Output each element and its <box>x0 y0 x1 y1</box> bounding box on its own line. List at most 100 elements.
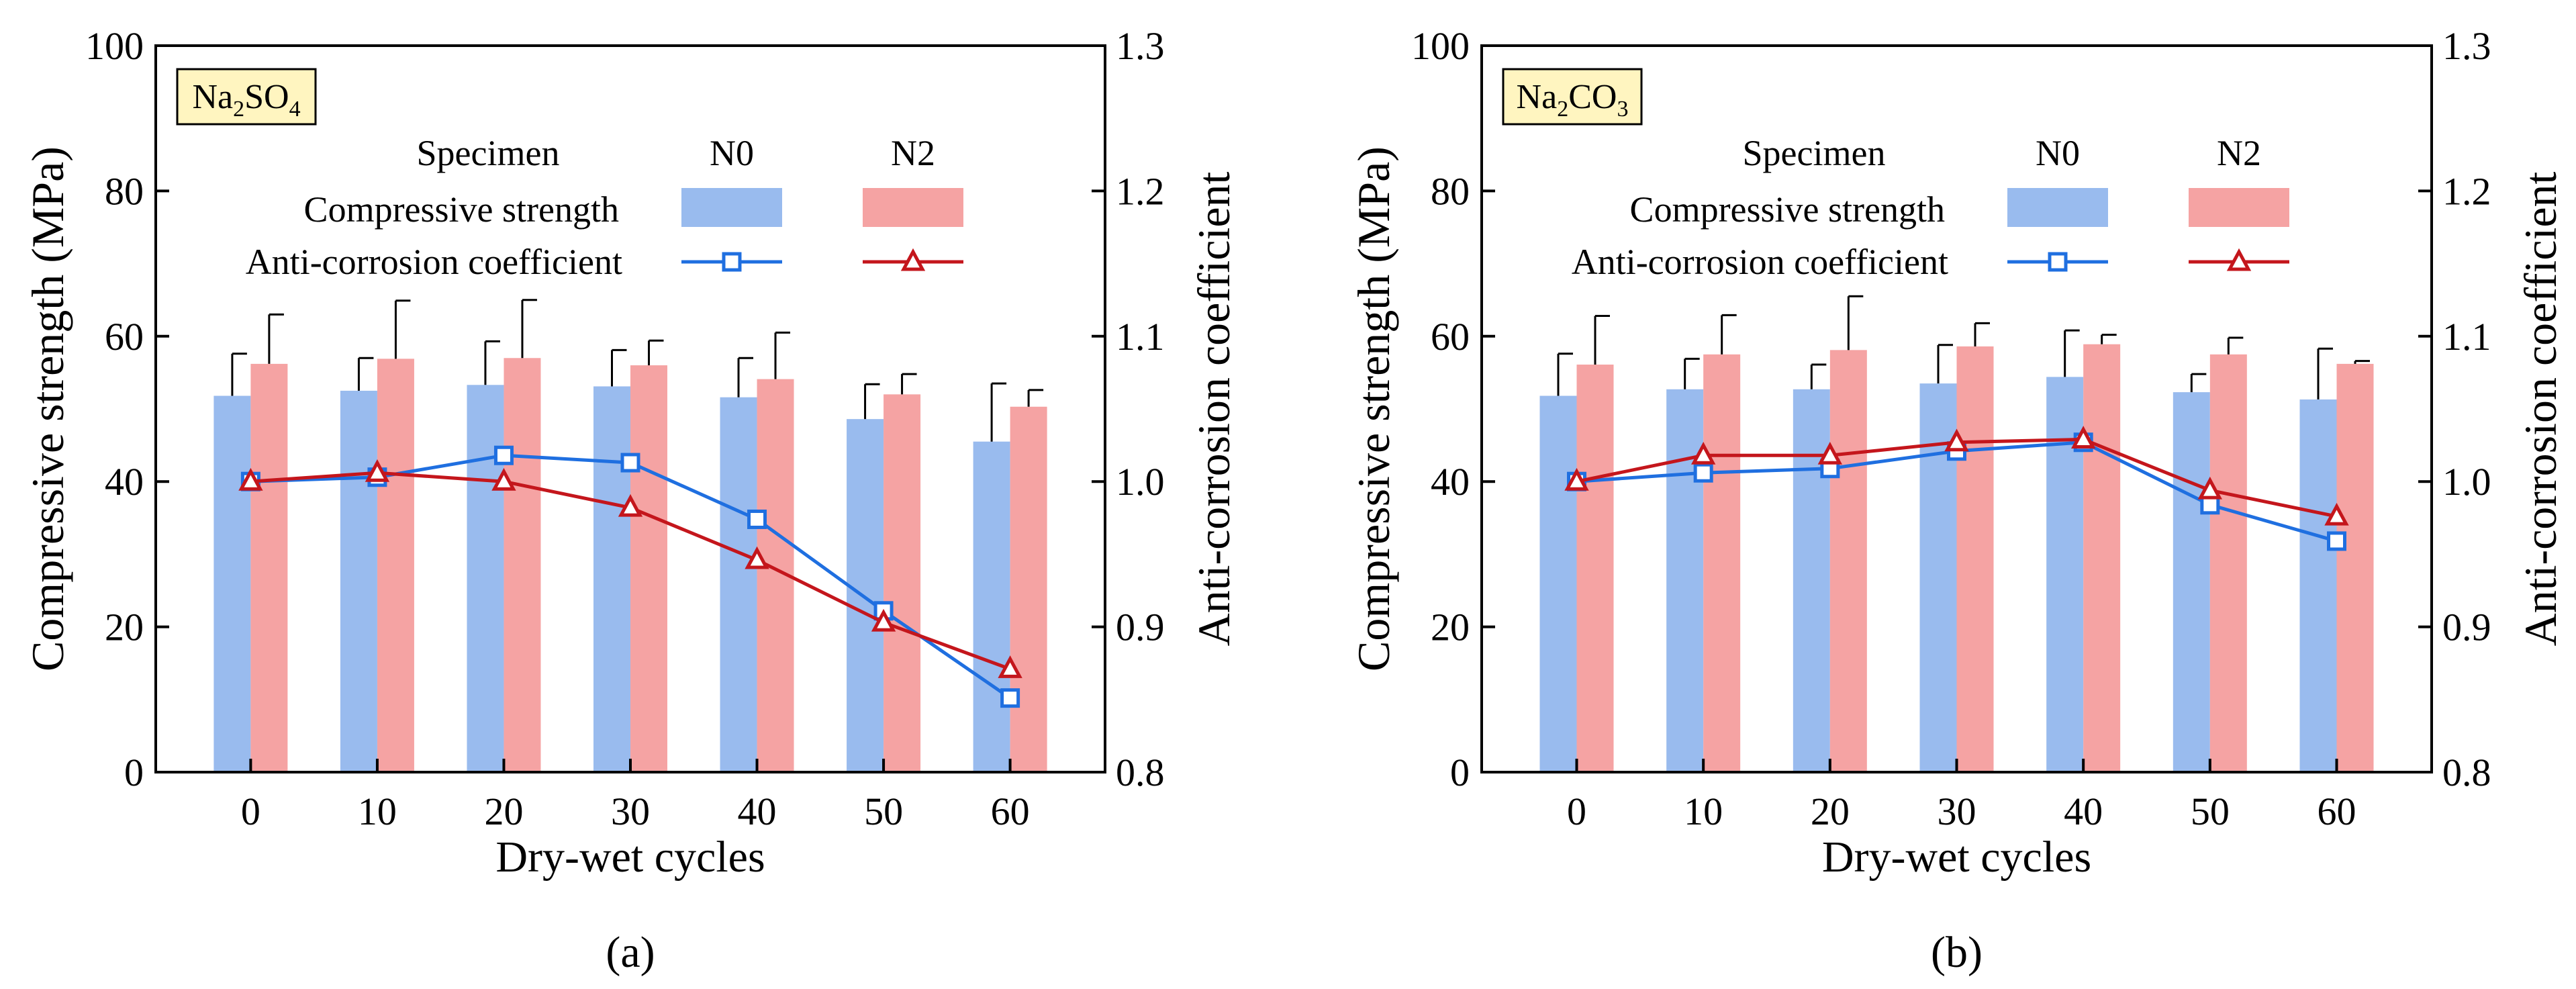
salt-subscript: 2 <box>1557 97 1568 122</box>
bar-n2-50 <box>884 394 921 772</box>
y2-tick-label: 1.2 <box>1116 169 1165 213</box>
error-bar-n2-10 <box>1721 314 1737 355</box>
legend: Specimen N0 N2 Compressive strength Anti-cor… <box>1572 133 2289 282</box>
salt-subscript: 4 <box>289 97 301 122</box>
y2-tick-label: 1.0 <box>1116 460 1165 504</box>
salt-subscript: 3 <box>1617 97 1628 122</box>
y2-tick-label: 0.8 <box>1116 751 1165 794</box>
bar-n2-10 <box>1703 354 1741 772</box>
y2-tick-label: 1.2 <box>2442 169 2491 213</box>
error-bar-n2-20 <box>1847 295 1864 350</box>
marker-n2-50 <box>871 608 896 632</box>
x-tick-label: 10 <box>358 790 397 833</box>
x-tick-label: 20 <box>1811 790 1850 833</box>
error-bar-n0-0 <box>1557 352 1573 396</box>
error-bar-n2-20 <box>521 299 537 359</box>
bar-n0-50 <box>2173 392 2210 772</box>
y2-axis-title: Anti-corrosion coefficient <box>2515 171 2566 646</box>
legend-swatch-n0-bar <box>681 188 782 227</box>
bar-n0-10 <box>340 390 377 772</box>
error-bar-n0-40 <box>2064 329 2080 377</box>
legend-swatch-n2-bar <box>863 188 963 227</box>
y-tick-label: 100 <box>85 24 144 68</box>
bar-n2-0 <box>250 363 288 772</box>
marker-n2-50 <box>2197 476 2223 500</box>
legend-row-coefficient: Anti-corrosion coefficient <box>1572 242 1948 282</box>
error-bar-n2-0 <box>1594 315 1610 365</box>
marker-n0-60 <box>1000 688 1020 708</box>
y2-tick-label: 1.3 <box>1116 24 1165 68</box>
x-tick-label: 40 <box>2064 790 2103 833</box>
chart-panel-b: 0 20 40 60 80 100 0.8 0.9 1.0 1.1 1.2 1.3 0 10 20 30 40 5… <box>1348 24 2566 977</box>
error-bar-n0-60 <box>990 382 1007 442</box>
error-bar-n0-10 <box>357 357 374 391</box>
bar-n2-10 <box>377 359 414 772</box>
x-tick-label: 60 <box>991 790 1030 833</box>
error-bar-n2-40 <box>2101 334 2117 344</box>
bar-n2-20 <box>504 358 541 772</box>
y-tick-label: 40 <box>105 460 144 504</box>
legend-row-strength: Compressive strength <box>1630 189 1945 230</box>
bar-n0-10 <box>1666 389 1704 772</box>
y-tick-label: 60 <box>105 315 144 359</box>
error-bar-n0-60 <box>2317 347 2333 399</box>
marker-n2-40 <box>745 546 769 569</box>
x-tick-label: 50 <box>864 790 903 833</box>
error-bar-n2-50 <box>901 373 917 395</box>
error-bar-n2-40 <box>774 331 791 379</box>
legend-header: Specimen <box>417 133 560 173</box>
bar-n0-20 <box>467 385 504 772</box>
bar-n0-0 <box>1539 395 1577 772</box>
legend: Specimen N0 N2 Compressive strength Anti-cor… <box>246 133 963 282</box>
legend-col-n2: N2 <box>891 133 935 173</box>
marker-n2-30 <box>1944 428 1969 452</box>
salt-mid: SO <box>244 78 289 116</box>
error-bar-n0-30 <box>1937 344 1953 384</box>
bar-n2-60 <box>2336 363 2374 772</box>
error-bar-n2-60 <box>2354 360 2370 364</box>
error-bar-n0-20 <box>1810 363 1827 389</box>
y-tick-label: 80 <box>1431 169 1470 213</box>
x-tick-label: 0 <box>1567 790 1586 833</box>
x-tick-label: 10 <box>1684 790 1723 833</box>
error-bar-n0-40 <box>737 357 754 397</box>
bars-group <box>1539 295 2374 772</box>
error-bar-n0-50 <box>2190 373 2207 393</box>
panel-label: (a) <box>606 928 655 977</box>
marker-n0-60 <box>2327 531 2346 551</box>
error-bar-n0-50 <box>864 383 880 420</box>
marker-n2-20 <box>491 467 516 491</box>
y-tick-label: 40 <box>1431 460 1470 504</box>
x-tick-label: 40 <box>738 790 777 833</box>
legend-col-n0: N0 <box>710 133 754 173</box>
y2-tick-label: 1.1 <box>1116 315 1165 359</box>
salt-base: Na <box>1517 78 1558 116</box>
marker-n2-0 <box>1564 467 1589 491</box>
x-axis-title: Dry-wet cycles <box>1822 833 2091 882</box>
marker-n2-10 <box>365 459 390 482</box>
bar-n2-20 <box>1829 350 1867 772</box>
marker-n2-20 <box>1817 441 1843 465</box>
error-bar-n2-30 <box>648 339 664 366</box>
bars-group <box>213 299 1047 772</box>
y2-tick-label: 0.8 <box>2442 751 2491 794</box>
error-bar-n2-0 <box>268 313 284 364</box>
panel-label: (b) <box>1931 928 1983 977</box>
x-tick-label: 0 <box>241 790 260 833</box>
legend-header: Specimen <box>1743 133 1886 173</box>
legend-row-strength: Compressive strength <box>304 189 619 230</box>
bar-n0-20 <box>1793 389 1830 772</box>
y-tick-label: 60 <box>1431 315 1470 359</box>
salt-base: Na <box>192 78 233 116</box>
bar-n2-30 <box>630 365 667 772</box>
bar-n2-30 <box>1956 346 1994 772</box>
error-bar-n0-0 <box>231 352 247 396</box>
salt-subscript: 2 <box>233 97 244 122</box>
bar-n0-60 <box>2299 399 2337 772</box>
bar-n0-0 <box>213 395 251 772</box>
x-tick-label: 50 <box>2191 790 2230 833</box>
marker-n0-30 <box>620 453 640 473</box>
legend-swatch-n2-bar <box>2189 188 2289 227</box>
chart-panel-a: 0 20 40 60 80 100 0.8 0.9 1.0 1.1 1.2 1.3 0 10 20 30 40 5… <box>22 24 1239 977</box>
